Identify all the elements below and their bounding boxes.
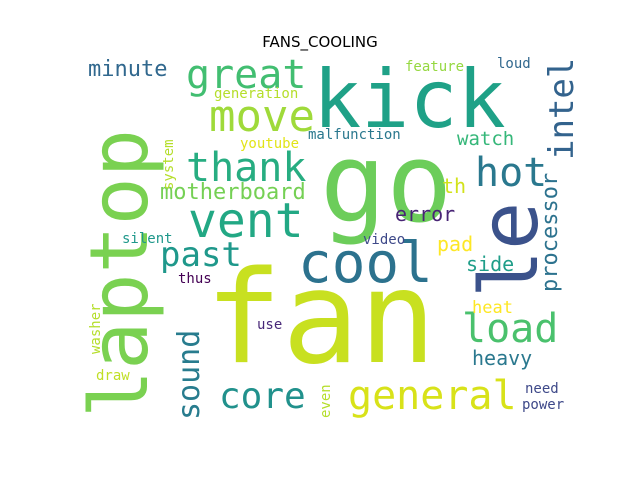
word-minute: minute — [88, 57, 168, 82]
word-motherboard: motherboard — [160, 180, 306, 205]
word-error: error — [395, 202, 456, 226]
word-watch: watch — [457, 128, 515, 150]
word-fan: fan — [205, 244, 437, 393]
word-great: great — [186, 52, 307, 98]
word-kick: kick — [313, 53, 506, 146]
word-use: use — [257, 317, 283, 333]
word-power: power — [522, 397, 565, 413]
word-processor: processor — [538, 172, 563, 292]
word-malfunction: malfunction — [308, 127, 401, 143]
word-past: past — [160, 235, 242, 275]
word-thank: thank — [186, 145, 307, 191]
word-side: side — [466, 252, 515, 276]
word-need: need — [525, 381, 559, 397]
word-sound: sound — [172, 329, 207, 420]
word-move: move — [209, 91, 315, 142]
word-intel: intel — [542, 57, 582, 160]
word-feature: feature — [405, 59, 465, 75]
page-title: FANS_COOLING — [262, 33, 378, 51]
word-washer: washer — [88, 303, 104, 354]
word-pad: pad — [437, 232, 474, 256]
word-system: system — [161, 139, 177, 190]
word-thus: thus — [178, 271, 212, 287]
word-even: even — [318, 384, 334, 418]
word-silent: silent — [122, 231, 173, 247]
word-hot: hot — [475, 150, 548, 196]
word-draw: draw — [96, 368, 130, 384]
word-loud: loud — [497, 56, 531, 72]
word-youtube: youtube — [240, 136, 300, 152]
word-load: load — [462, 306, 559, 352]
word-general: general — [348, 373, 517, 419]
word-generation: generation — [214, 86, 299, 102]
word-heavy: heavy — [472, 346, 533, 370]
word-go: go — [320, 119, 453, 247]
word-cloud: fan laptop go kick le cool vent great mo… — [73, 52, 582, 428]
word-cool: cool — [298, 231, 433, 296]
word-video: video — [363, 232, 406, 248]
word-heat: heat — [472, 298, 513, 318]
word-vent: vent — [188, 193, 304, 249]
word-core: core — [219, 376, 306, 417]
word-th: th — [442, 174, 467, 198]
